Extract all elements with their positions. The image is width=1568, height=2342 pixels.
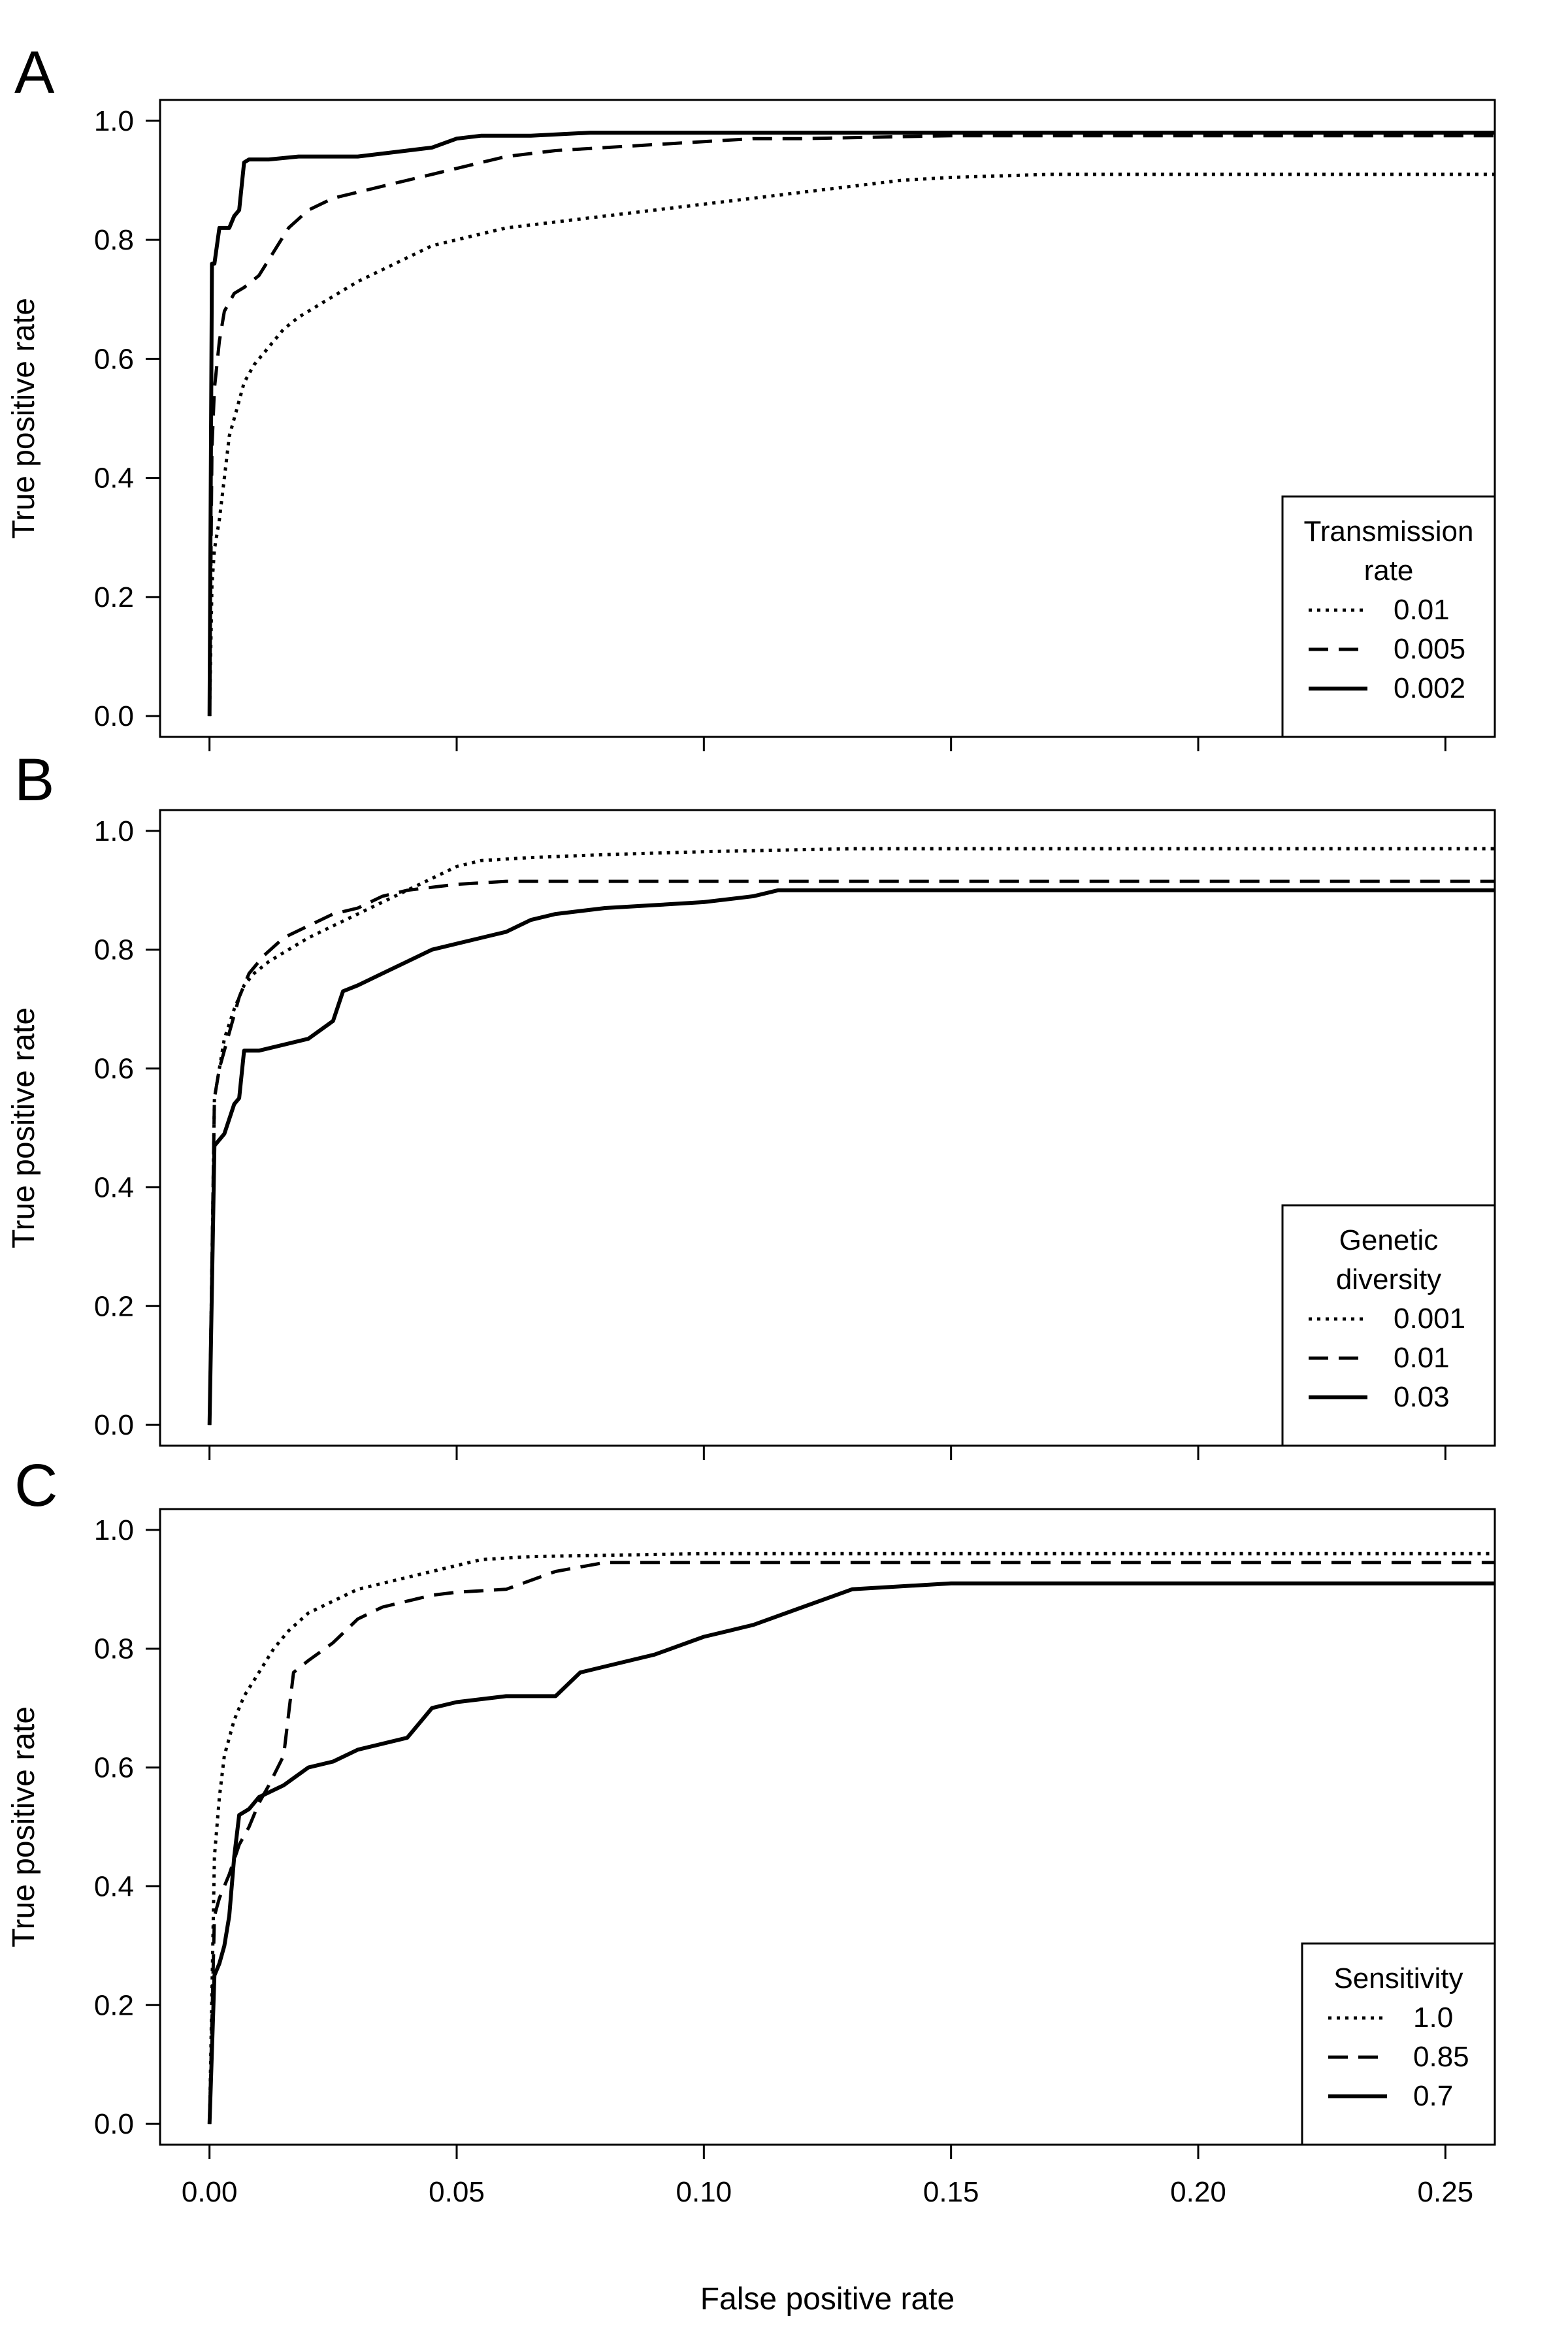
legend-label: 0.002 <box>1394 672 1465 704</box>
legend-label: 1.0 <box>1413 2002 1453 2034</box>
y-tick-label: 0.6 <box>94 1752 134 1784</box>
y-tick-label: 0.0 <box>94 700 134 732</box>
legend-label: 0.03 <box>1394 1381 1450 1413</box>
plot-frame <box>159 809 1496 1447</box>
legend-title: Genetic <box>1339 1224 1439 1256</box>
y-tick-label: 0.4 <box>94 1870 134 1902</box>
x-axis-label: False positive rate <box>700 2282 955 2317</box>
y-tick-label: 0.2 <box>94 1290 134 1322</box>
legend-box <box>1301 1942 1496 2146</box>
x-tick-label: 0.00 <box>182 2176 238 2208</box>
series-line-0_01 <box>208 172 1495 717</box>
y-tick-label: 0.4 <box>94 463 134 495</box>
legend-title: diversity <box>1336 1263 1441 1295</box>
legend-label: 0.01 <box>1394 1342 1450 1374</box>
y-tick-label: 0.6 <box>94 343 134 375</box>
legend-label: 0.85 <box>1413 2041 1469 2073</box>
panel-letter: A <box>14 39 55 106</box>
legend: Genetic diversity 0.001 0.01 0.03 <box>1281 1204 1496 1447</box>
legend-box <box>1281 495 1496 738</box>
y-tick-label: 1.0 <box>94 815 134 847</box>
panel-c: C 0.0 0.2 0.4 0.6 0.8 1.0 0.00 0.05 0.10 0.15 0.20 0… <box>7 1452 1496 2208</box>
series-line-1_0 <box>208 1552 1495 2124</box>
y-tick-label: 0.0 <box>94 2108 134 2140</box>
x-tick-label: 0.10 <box>676 2176 732 2208</box>
y-axis-label: True positive rate <box>7 298 41 539</box>
legend-label: 0.005 <box>1394 633 1465 665</box>
series-line-0_002 <box>207 131 1495 717</box>
legend-box <box>1281 1204 1496 1447</box>
y-tick-label: 0.8 <box>94 224 134 256</box>
legend-label: 0.01 <box>1394 594 1450 626</box>
y-tick-label: 0.0 <box>94 1409 134 1441</box>
y-tick-label: 0.8 <box>94 934 134 966</box>
y-tick-label: 1.0 <box>94 1514 134 1546</box>
panel-letter: B <box>14 747 54 813</box>
panel-letter: C <box>14 1452 57 1519</box>
plot-frame <box>159 99 1496 738</box>
x-tick-label: 0.25 <box>1418 2176 1474 2208</box>
series-line-0_03 <box>207 888 1495 1425</box>
panel-a: A 0.0 0.2 0.4 0.6 0.8 1.0 True positive rate Tra… <box>7 39 1496 751</box>
legend: Sensitivity 1.0 0.85 0.7 <box>1301 1942 1496 2146</box>
y-axis-label: True positive rate <box>7 1007 41 1248</box>
panel-b: B 0.0 0.2 0.4 0.6 0.8 1.0 True positive rate Gen… <box>7 747 1496 1460</box>
series-line-0_005 <box>208 134 1495 717</box>
legend-label: 0.7 <box>1413 2080 1453 2112</box>
x-tick-label: 0.20 <box>1170 2176 1226 2208</box>
y-tick-label: 0.2 <box>94 1989 134 2021</box>
series-line-0_01 <box>208 879 1495 1425</box>
series-line-0_001 <box>208 847 1495 1425</box>
legend-title: rate <box>1364 555 1414 587</box>
series-line-0_7 <box>207 1581 1495 2124</box>
y-tick-label: 0.6 <box>94 1053 134 1085</box>
legend-title: Transmission <box>1304 515 1474 547</box>
legend-title: Sensitivity <box>1333 1962 1463 1994</box>
legend-label: 0.001 <box>1394 1303 1465 1335</box>
x-tick-label: 0.15 <box>923 2176 979 2208</box>
series-line-0_85 <box>208 1561 1495 2124</box>
legend: Transmission rate 0.01 0.005 0.002 <box>1281 495 1496 738</box>
plot-frame <box>159 1508 1496 2146</box>
y-tick-label: 1.0 <box>94 105 134 137</box>
y-tick-label: 0.8 <box>94 1633 134 1665</box>
x-tick-label: 0.05 <box>429 2176 485 2208</box>
y-tick-label: 0.4 <box>94 1171 134 1203</box>
y-axis-label: True positive rate <box>7 1706 41 1947</box>
y-tick-label: 0.2 <box>94 581 134 613</box>
